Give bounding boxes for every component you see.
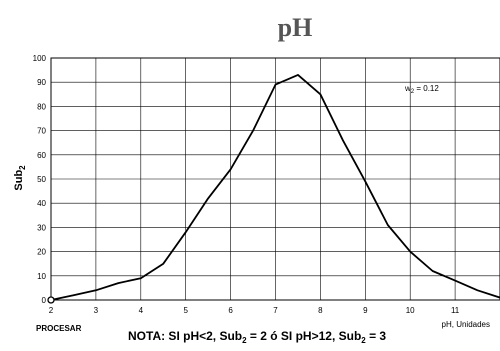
x-tick-label: 7 (273, 306, 278, 315)
y-tick-labels: 0 10 20 30 40 50 60 70 80 90 100 (33, 54, 47, 305)
x-tick-label: 4 (139, 306, 144, 315)
y-tick-label: 0 (42, 296, 47, 305)
y-tick-label: 60 (37, 151, 46, 160)
y-tick-label: 30 (37, 223, 46, 232)
weight-label-prefix: w (404, 84, 411, 93)
x-tick-label: 3 (94, 306, 99, 315)
y-tick-label: 100 (33, 54, 47, 63)
x-tick-label: 9 (363, 306, 368, 315)
note-sub-1: 2 (242, 336, 247, 345)
procesar-button[interactable]: PROCESAR (36, 324, 82, 333)
plot-area-border (50, 57, 500, 301)
note-part-1: NOTA: SI pH<2, Sub (128, 329, 242, 343)
page-title: pH (278, 13, 313, 42)
note-part-2: = 2 ó SI pH>12, Sub (247, 329, 362, 343)
y-axis-label-main: Sub (13, 170, 25, 191)
y-axis-label-sub: 2 (18, 165, 27, 170)
weight-label-suffix: = 0.12 (414, 84, 439, 93)
x-tick-label: 2 (49, 306, 54, 315)
y-tick-label: 70 (37, 127, 46, 136)
series-line (50, 74, 500, 301)
weight-label-sub: 2 (411, 89, 415, 95)
y-tick-label: 50 (37, 175, 46, 184)
x-tick-label: 8 (318, 306, 323, 315)
x-tick-labels: 2 3 4 5 6 7 8 9 10 11 (49, 306, 460, 315)
x-tick-label: 6 (228, 306, 233, 315)
x-axis-label: pH, Unidades (442, 320, 490, 329)
y-tick-label: 40 (37, 199, 46, 208)
series-layer (47, 74, 500, 304)
note-part-3: = 3 (366, 329, 387, 343)
y-axis-label: Sub2 (13, 165, 27, 191)
x-tick-label: 11 (451, 306, 460, 315)
x-tick-label: 10 (406, 306, 415, 315)
chart-grid (50, 57, 500, 301)
y-tick-label: 20 (37, 248, 46, 257)
current-value-marker (47, 296, 55, 304)
y-tick-label: 10 (37, 272, 46, 281)
y-tick-label: 90 (37, 78, 46, 87)
note-text: NOTA: SI pH<2, Sub2 = 2 ó SI pH>12, Sub2… (128, 329, 386, 345)
weight-label: w2 = 0.12 (404, 84, 439, 95)
x-tick-label: 5 (183, 306, 188, 315)
y-tick-label: 80 (37, 102, 46, 111)
note-sub-2: 2 (361, 336, 366, 345)
